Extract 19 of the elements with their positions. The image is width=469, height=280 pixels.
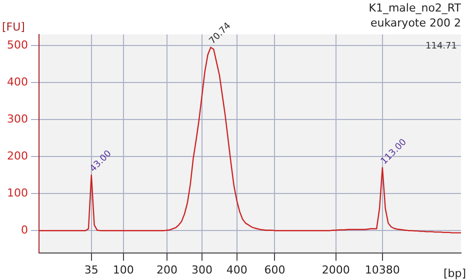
y-tick-label: 0	[20, 223, 28, 236]
chart-title: K1_male_no2_RT	[368, 1, 462, 14]
y-tick-label: 100	[6, 186, 28, 200]
x-tick-label: 100	[112, 263, 134, 276]
x-tick-label: 200	[156, 263, 178, 276]
x-tick-label: 10380	[364, 263, 400, 276]
x-tick-label: 600	[264, 263, 286, 276]
x-axis-title: [bp]	[443, 267, 466, 280]
y-tick-label: 500	[6, 38, 28, 52]
x-tick-label: 400	[226, 263, 248, 276]
chart-subtitle: eukaryote 200 2	[370, 16, 461, 30]
x-tick-label: 300	[191, 263, 212, 276]
x-tick-label: 2000	[322, 263, 350, 276]
y-tick-label: 300	[6, 112, 28, 126]
x-tick-label: 35	[84, 263, 98, 276]
y-tick-label: 200	[6, 149, 28, 162]
annotation: 114.71	[426, 41, 457, 52]
y-tick-label: 400	[6, 75, 28, 88]
y-axis-title: [FU]	[2, 20, 25, 34]
